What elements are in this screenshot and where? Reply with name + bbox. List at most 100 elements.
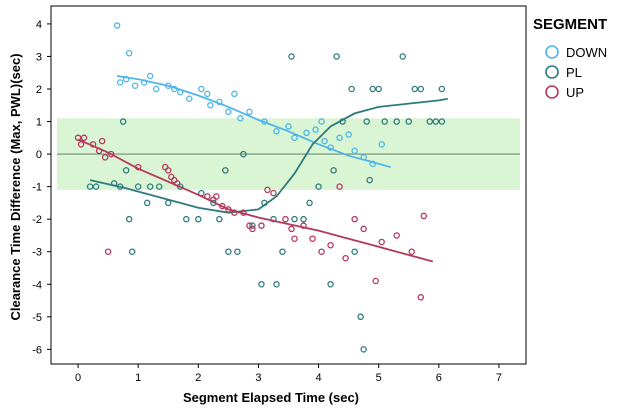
data-point-down [231,90,238,98]
y-tick-label: 0 [36,149,42,161]
data-point-pl [125,215,133,223]
data-point-pl [432,118,440,125]
data-point-down [351,147,358,155]
legend-label-down: DOWN [566,45,607,60]
data-point-pl [288,53,295,60]
data-point-pl [249,222,256,229]
x-tick-label: 5 [376,372,382,384]
data-point-up [288,225,295,233]
data-point-down [131,82,139,89]
data-point-pl [405,118,413,125]
data-point-pl [216,215,223,223]
data-point-down [369,160,376,168]
data-point-up [74,134,82,142]
x-tick-label: 3 [255,372,261,384]
data-point-up [378,238,385,246]
data-point-down [186,95,193,103]
data-point-pl [330,167,337,174]
data-point-pl [333,53,340,60]
y-tick-label: 4 [36,19,42,31]
data-point-up [318,248,325,255]
data-point-down [152,85,160,93]
data-point-pl [327,281,334,288]
data-point-up [249,225,256,233]
data-point-up [300,222,307,229]
data-point-pl [134,183,142,190]
data-point-pl [369,85,376,93]
data-point-pl [155,183,163,190]
data-point-pl [258,281,265,288]
data-point-pl [119,118,127,125]
data-point-up [417,294,425,301]
legend-label-up: UP [566,85,584,100]
data-point-up [107,150,115,158]
data-point-down [198,85,205,93]
data-point-up [327,241,334,249]
data-point-pl [146,183,154,190]
trend-line-down [116,75,391,168]
y-tick-label: -1 [32,182,42,194]
data-point-pl [92,183,100,190]
data-point-down [285,123,292,130]
data-point-up [98,137,106,145]
data-point-pl [315,183,322,190]
data-point-pl [195,215,202,223]
data-point-up [291,235,298,242]
data-point-down [113,22,121,29]
legend-title: SEGMENT [533,16,607,33]
data-point-pl [122,167,130,174]
data-point-down [204,90,211,98]
data-point-up [408,248,416,255]
data-point-pl [348,85,355,93]
y-tick-label: -3 [32,247,42,259]
data-point-pl [300,215,307,223]
data-point-down [273,128,280,135]
data-point-down [237,115,244,122]
x-tick-label: 2 [195,372,201,384]
y-tick-label: -2 [32,214,42,226]
data-point-down [345,131,352,138]
data-point-pl [222,167,229,174]
y-axis-title: Clearance Time Difference (Max, PWL)(sec… [8,53,23,320]
x-axis-title: Segment Elapsed Time (sec) [183,390,359,405]
data-point-up [420,212,428,220]
data-point-down [303,129,310,137]
data-point-pl [234,248,241,255]
data-point-pl [273,281,280,288]
y-tick-label: 3 [36,51,42,63]
trend-line-pl [89,97,448,214]
data-point-pl [183,215,190,223]
data-point-up [309,235,316,242]
data-point-pl [426,118,434,125]
data-point-down [246,108,253,116]
data-point-pl [363,118,370,125]
data-point-down [336,134,343,142]
data-point-pl [417,85,425,93]
data-point-up [360,225,367,233]
data-point-up [101,154,109,161]
data-point-down [378,141,385,148]
data-point-up [213,193,220,200]
data-point-pl [143,199,151,207]
data-point-up [77,141,85,148]
x-tick-label: 6 [436,372,442,384]
data-point-down [225,108,232,116]
data-point-pl [306,199,313,207]
data-point-pl [279,248,286,255]
data-point-down [318,118,325,125]
data-point-pl [360,346,367,353]
data-point-pl [438,85,446,93]
data-point-up [342,254,349,262]
data-point-up [164,167,172,174]
data-point-pl [438,118,446,125]
data-point-down [321,137,328,145]
data-point-pl [225,248,232,255]
data-point-pl [240,150,247,158]
data-point-down [291,134,298,142]
data-point-up [231,209,238,216]
data-point-up [270,189,277,197]
x-tick-label: 0 [75,372,81,384]
data-point-pl [399,53,406,60]
data-point-up [351,215,358,223]
legend-marker-pl [545,65,559,79]
